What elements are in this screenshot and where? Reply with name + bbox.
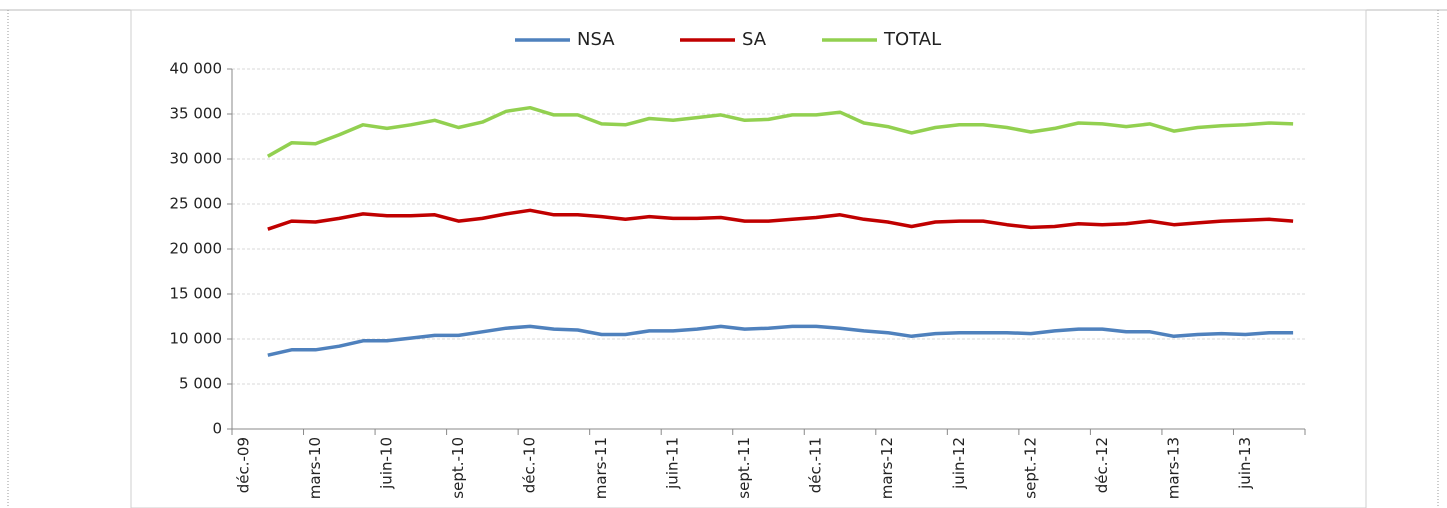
x-tick-label: juin-10 (377, 437, 395, 490)
x-tick-label: mars-12 (878, 437, 896, 499)
x-tick-label: déc.-12 (1093, 437, 1111, 493)
y-tick-label: 15 000 (170, 285, 223, 303)
y-tick-label: 20 000 (170, 240, 223, 258)
x-tick-label: mars-13 (1164, 437, 1182, 499)
y-tick-label: 25 000 (170, 195, 223, 213)
x-tick-label: mars-11 (592, 437, 610, 499)
x-tick-label: juin-11 (664, 437, 682, 490)
y-tick-label: 5 000 (179, 375, 222, 393)
series-line (266, 105, 1294, 158)
x-tick-label: sept.-12 (1021, 437, 1039, 499)
chart-panel (130, 9, 1367, 508)
y-tick-label: 30 000 (170, 150, 223, 168)
y-tick-label: 40 000 (170, 60, 223, 78)
y-tick-label: 10 000 (170, 330, 223, 348)
y-tick-label: 35 000 (170, 105, 223, 123)
legend-label: TOTAL (883, 29, 941, 50)
series-line (267, 208, 1294, 231)
x-tick-label: déc.-09 (234, 437, 252, 493)
y-tick-label: 0 (212, 420, 222, 438)
x-tick-label: déc.-10 (521, 437, 539, 493)
x-tick-label: juin-12 (950, 437, 968, 490)
x-tick-label: sept.-11 (735, 437, 753, 499)
legend-label: NSA (577, 29, 615, 50)
legend-label: SA (742, 29, 767, 50)
x-tick-label: mars-10 (306, 437, 324, 499)
x-tick-label: juin-13 (1236, 437, 1254, 490)
series-line (267, 324, 1294, 357)
x-tick-label: déc.-11 (807, 437, 825, 493)
x-tick-label: sept.-10 (449, 437, 467, 499)
